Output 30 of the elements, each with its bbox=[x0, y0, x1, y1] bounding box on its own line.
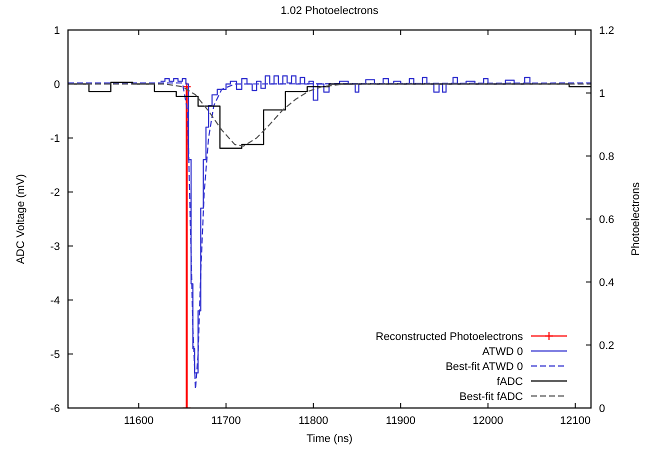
legend-label: Best-fit ATWD 0 bbox=[446, 361, 523, 373]
y-tick-label: -5 bbox=[50, 349, 60, 361]
x-axis-title: Time (ns) bbox=[306, 433, 353, 445]
x-tick-label: 11900 bbox=[386, 415, 416, 427]
y2-tick-label: 1 bbox=[599, 88, 606, 100]
x-tick-label: 12100 bbox=[560, 415, 591, 427]
y-tick-label: -6 bbox=[50, 403, 60, 415]
y2-tick-label: 0 bbox=[599, 403, 606, 415]
y2-tick-label: 0.2 bbox=[599, 340, 614, 352]
chart-title: 1.02 Photoelectrons bbox=[280, 5, 379, 17]
y-tick-label: 0 bbox=[54, 79, 60, 91]
y-tick-label: -2 bbox=[50, 187, 60, 199]
y-tick-label: -4 bbox=[50, 295, 60, 307]
y-tick-label: -1 bbox=[50, 133, 60, 145]
legend-label: Reconstructed Photoelectrons bbox=[376, 331, 524, 343]
y-tick-label: -3 bbox=[50, 241, 60, 253]
y2-tick-label: 0.4 bbox=[599, 277, 614, 289]
x-tick-label: 11700 bbox=[211, 415, 241, 427]
legend-label: fADC bbox=[496, 376, 524, 388]
y2-tick-label: 0.8 bbox=[599, 151, 614, 163]
x-tick-label: 11800 bbox=[298, 415, 328, 427]
y2-tick-label: 1.2 bbox=[599, 25, 614, 37]
y2-tick-label: 0.6 bbox=[599, 214, 614, 226]
x-tick-label: 12000 bbox=[472, 415, 504, 427]
legend-label: Best-fit fADC bbox=[459, 391, 524, 403]
y-axis-title: ADC Voltage (mV) bbox=[15, 174, 27, 264]
x-tick-label: 11600 bbox=[124, 415, 154, 427]
legend-label: ATWD 0 bbox=[482, 346, 523, 358]
y-tick-label: 1 bbox=[54, 25, 60, 37]
y2-axis-title: Photoelectrons bbox=[630, 182, 642, 256]
